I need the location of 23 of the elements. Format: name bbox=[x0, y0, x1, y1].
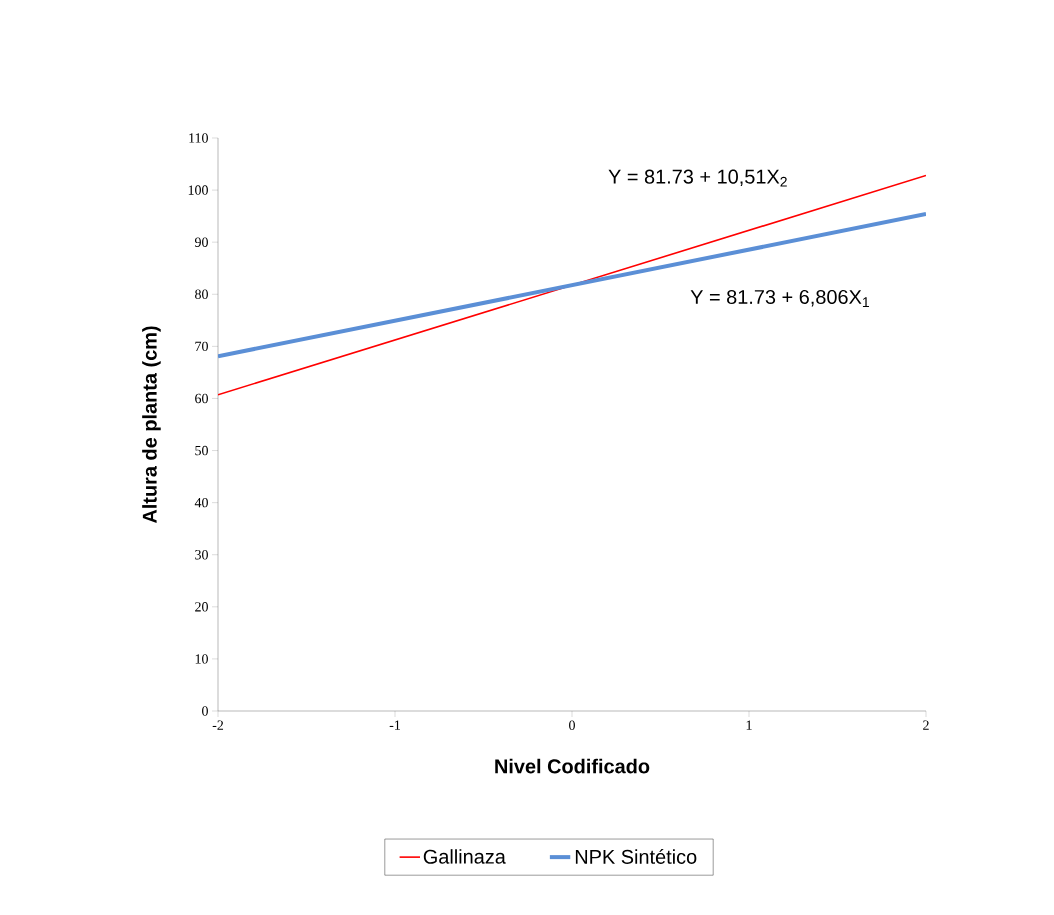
y-tick-label: 80 bbox=[195, 289, 208, 299]
legend-label: NPK Sintético bbox=[575, 849, 697, 864]
y-tick-label: 20 bbox=[195, 602, 208, 612]
annotation: Y = 81.73 + 10,51X$_{2}$ bbox=[608, 169, 787, 187]
y-tick-label: 50 bbox=[195, 445, 208, 456]
annotation: Y = 81.73 + 6,806X$_{1}$ bbox=[690, 289, 869, 307]
x-axis-title: Nivel Codificado bbox=[495, 758, 650, 774]
legend-label: Gallinaza bbox=[423, 849, 506, 864]
y-axis-title: Altura de planta (cm) bbox=[142, 326, 161, 524]
x-tick-label: -2 bbox=[212, 720, 224, 730]
y-tick-label: 0 bbox=[202, 706, 208, 716]
y-tick-label: 100 bbox=[188, 185, 208, 195]
y-tick-label: 40 bbox=[194, 497, 208, 508]
y-tick-label: 30 bbox=[195, 550, 208, 560]
x-tick-label: 2 bbox=[923, 720, 929, 730]
y-tick-label: 90 bbox=[194, 237, 208, 247]
y-tick-label: 70 bbox=[195, 341, 208, 352]
y-tick-label: 10 bbox=[195, 654, 208, 664]
x-tick-label: 0 bbox=[569, 720, 575, 730]
x-tick-label: -1 bbox=[389, 720, 400, 730]
y-tick-label: 110 bbox=[189, 133, 208, 143]
x-tick-label: 1 bbox=[746, 720, 752, 730]
y-tick-label: 60 bbox=[195, 393, 208, 404]
